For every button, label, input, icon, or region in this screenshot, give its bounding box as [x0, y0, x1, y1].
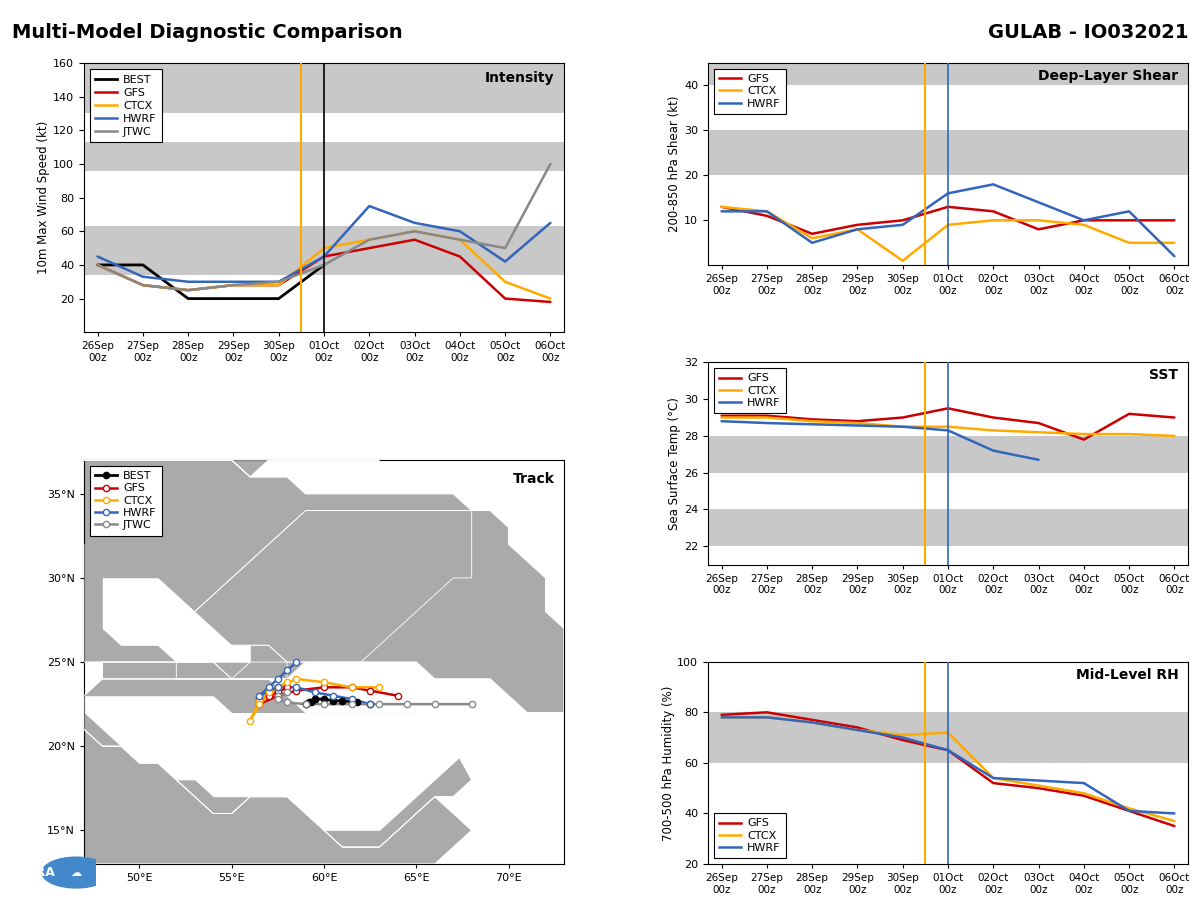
Text: GULAB - IO032021: GULAB - IO032021 [988, 22, 1188, 41]
Bar [708, 712, 1188, 763]
Text: Intensity: Intensity [485, 71, 554, 86]
Bar [708, 130, 1188, 176]
Text: Track: Track [512, 472, 554, 486]
Legend: GFS, CTCX, HWRF: GFS, CTCX, HWRF [714, 68, 786, 114]
Bar [84, 63, 564, 113]
Bar [708, 509, 1188, 546]
Legend: GFS, CTCX, HWRF: GFS, CTCX, HWRF [714, 368, 786, 413]
Y-axis label: 700-500 hPa Humidity (%): 700-500 hPa Humidity (%) [661, 685, 674, 841]
Legend: BEST, GFS, CTCX, HWRF, JTWC: BEST, GFS, CTCX, HWRF, JTWC [90, 68, 162, 142]
Legend: GFS, CTCX, HWRF: GFS, CTCX, HWRF [714, 813, 786, 859]
Text: Deep-Layer Shear: Deep-Layer Shear [1038, 69, 1178, 83]
Text: ☁: ☁ [71, 868, 82, 878]
Bar [84, 226, 564, 275]
Circle shape [42, 857, 110, 888]
Y-axis label: 10m Max Wind Speed (kt): 10m Max Wind Speed (kt) [37, 121, 50, 274]
Bar [708, 436, 1188, 472]
Y-axis label: 200-850 hPa Shear (kt): 200-850 hPa Shear (kt) [668, 96, 682, 232]
Y-axis label: Sea Surface Temp (°C): Sea Surface Temp (°C) [668, 397, 682, 530]
Text: SST: SST [1150, 368, 1178, 382]
Bar [708, 63, 1188, 86]
Text: Multi-Model Diagnostic Comparison: Multi-Model Diagnostic Comparison [12, 22, 403, 41]
Text: Mid-Level RH: Mid-Level RH [1075, 668, 1178, 682]
Legend: BEST, GFS, CTCX, HWRF, JTWC: BEST, GFS, CTCX, HWRF, JTWC [90, 465, 162, 536]
Text: CIRA: CIRA [22, 866, 55, 879]
Bar [84, 142, 564, 171]
